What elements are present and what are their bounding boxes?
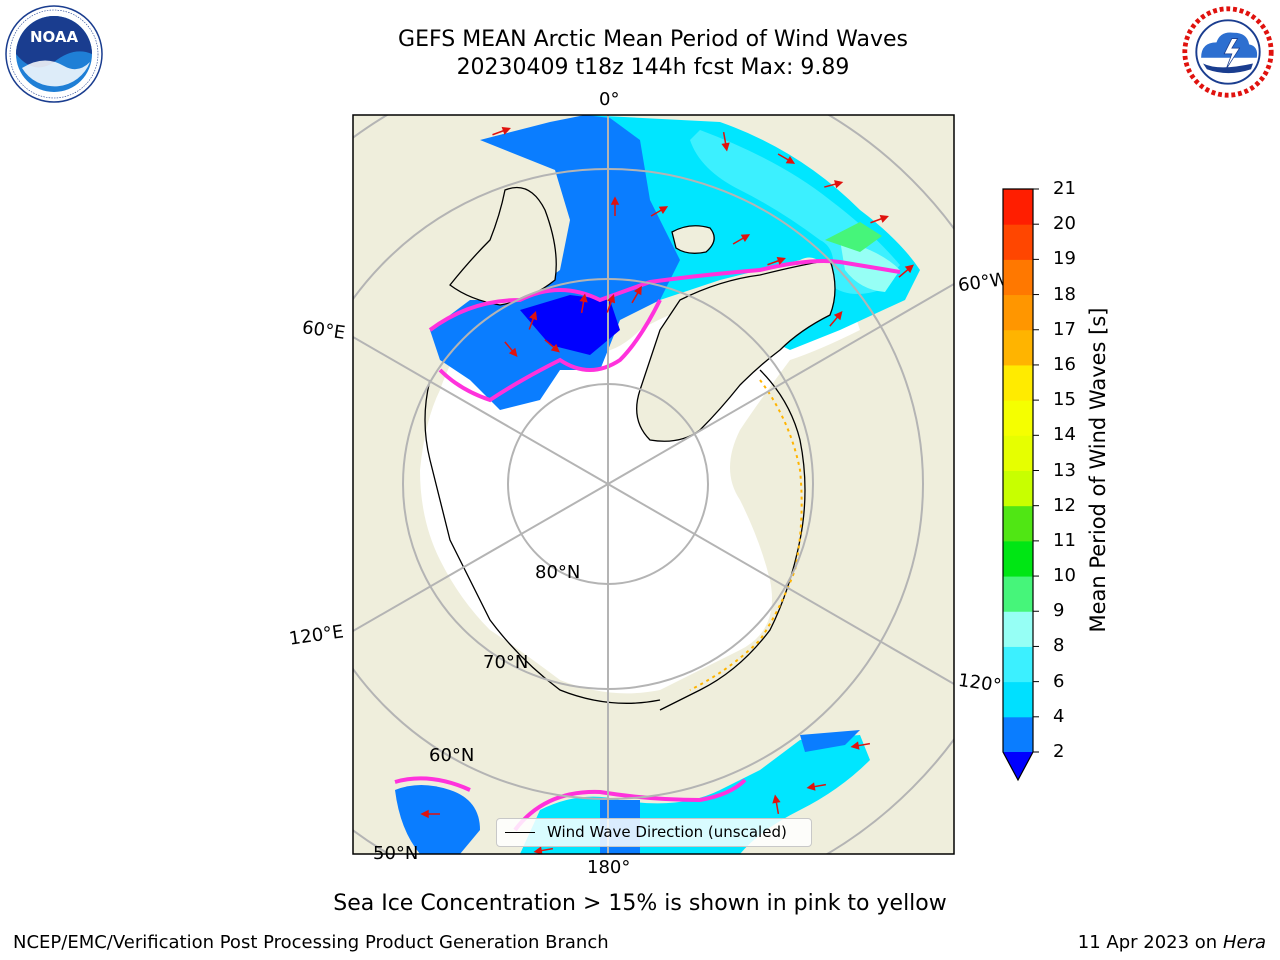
latitude-label: 80°N bbox=[535, 562, 581, 583]
colorbar-tick-label: 10 bbox=[1053, 565, 1076, 587]
colorbar-tick-label: 11 bbox=[1053, 529, 1076, 551]
colorbar-bin bbox=[1003, 189, 1033, 225]
wave-arrow bbox=[806, 782, 827, 791]
colorbar-bin bbox=[1003, 435, 1033, 471]
credit-date: 11 Apr 2023 on bbox=[1077, 932, 1218, 953]
okhotsk-wave-field bbox=[395, 785, 480, 854]
credit-right: 11 Apr 2023 on Hera bbox=[1078, 932, 1266, 953]
wave-arrow bbox=[544, 339, 560, 353]
colorbar-bin bbox=[1003, 646, 1033, 683]
colorbar-bin bbox=[1003, 294, 1033, 331]
colorbar-tick-label: 9 bbox=[1053, 600, 1065, 622]
colorbar-tick-label: 4 bbox=[1053, 705, 1065, 727]
colorbar-bin bbox=[1003, 540, 1033, 577]
legend-line-swatch bbox=[505, 832, 535, 833]
wave-arrow bbox=[850, 741, 871, 750]
latitude-label: 70°N bbox=[483, 652, 529, 673]
legend-label: Wind Wave Direction (unscaled) bbox=[547, 823, 787, 841]
colorbar-bin bbox=[1003, 400, 1033, 436]
colorbar-label: Mean Period of Wind Waves [s] bbox=[1086, 307, 1110, 633]
colorbar-tick-label: 18 bbox=[1053, 283, 1076, 305]
wave-arrow bbox=[504, 341, 518, 357]
wave-arrow bbox=[732, 234, 751, 245]
sea-ice-edge-pink bbox=[428, 259, 901, 403]
map-title: GEFS MEAN Arctic Mean Period of Wind Wav… bbox=[398, 27, 908, 52]
wave-arrow bbox=[870, 214, 889, 224]
wave-arrow bbox=[631, 285, 642, 304]
noaa-logo-icon: NOAA bbox=[5, 5, 103, 103]
iceland-land bbox=[671, 225, 715, 254]
colorbar-outline bbox=[1002, 188, 1034, 782]
sea-ice-caption: Sea Ice Concentration > 15% is shown in … bbox=[333, 891, 947, 916]
colorbar-tick-label: 12 bbox=[1053, 494, 1076, 516]
sea-ice-edge-orange bbox=[689, 379, 803, 691]
colorbar-tick-label: 16 bbox=[1053, 353, 1076, 375]
wave-arrow bbox=[829, 311, 843, 327]
atlantic-wave-field-cyan bbox=[585, 115, 920, 350]
colorbar-bin bbox=[1003, 576, 1033, 612]
map-frame bbox=[352, 114, 955, 855]
colorbar-bin bbox=[1003, 364, 1033, 401]
longitude-label: 0° bbox=[599, 89, 620, 110]
colorbar-tick-label: 14 bbox=[1053, 424, 1076, 446]
latitude-label: 50°N bbox=[373, 843, 419, 864]
wave-arrow bbox=[606, 294, 616, 313]
wave-arrow bbox=[579, 293, 588, 314]
colorbar-tick-label: 2 bbox=[1053, 741, 1065, 762]
colorbar-bin bbox=[1003, 716, 1033, 753]
longitude-label: 180° bbox=[587, 857, 631, 878]
barents-wave-field-deep bbox=[520, 295, 620, 355]
colorbar-bin bbox=[1003, 329, 1033, 366]
credit-left: NCEP/EMC/Verification Post Processing Pr… bbox=[13, 932, 609, 953]
map-subtitle: 20230409 t18z 144h fcst Max: 9.89 bbox=[456, 55, 850, 80]
wind-wave-arrows bbox=[420, 126, 914, 854]
wave-arrow bbox=[824, 180, 844, 189]
greenland-land bbox=[636, 259, 836, 442]
wave-arrow bbox=[772, 794, 781, 815]
wave-arrow bbox=[721, 131, 730, 152]
nws-logo-icon bbox=[1182, 6, 1274, 98]
wave-arrow bbox=[767, 256, 786, 266]
atlantic-wave-field-green bbox=[825, 222, 882, 252]
map-legend: Wind Wave Direction (unscaled) bbox=[496, 818, 812, 847]
wave-arrow bbox=[420, 809, 440, 819]
colorbar-tick-label: 13 bbox=[1053, 459, 1076, 481]
colorbar-bin bbox=[1003, 505, 1033, 542]
latitude-label: 60°N bbox=[429, 745, 475, 766]
colorbar-bin bbox=[1003, 470, 1033, 507]
wave-arrow bbox=[533, 846, 554, 854]
wave-arrow bbox=[777, 153, 796, 164]
colorbar-tick-label: 21 bbox=[1053, 178, 1076, 199]
colorbar-tick-label: 15 bbox=[1053, 389, 1076, 411]
colorbar-bin bbox=[1003, 259, 1033, 296]
colorbar-tick-label: 8 bbox=[1053, 635, 1065, 657]
wave-arrow bbox=[528, 311, 538, 330]
colorbar-tick-label: 19 bbox=[1053, 248, 1076, 270]
barents-wave-field-blue bbox=[430, 115, 680, 410]
colorbar-tick-label: 17 bbox=[1053, 318, 1076, 340]
colorbar-extend-min bbox=[1003, 752, 1033, 780]
wave-arrow bbox=[650, 206, 669, 217]
wave-arrow bbox=[610, 196, 620, 216]
colorbar-bin bbox=[1003, 224, 1033, 260]
colorbar-bin bbox=[1003, 681, 1033, 718]
colorbar-tick-label: 6 bbox=[1053, 670, 1065, 692]
siberia-coast bbox=[424, 379, 661, 704]
wave-arrow bbox=[898, 264, 914, 278]
wave-arrow bbox=[492, 126, 511, 136]
colorbar-tick-label: 20 bbox=[1053, 213, 1076, 235]
noaa-logo-text: NOAA bbox=[30, 28, 79, 46]
colorbar-bin bbox=[1003, 611, 1033, 647]
credit-host: Hera bbox=[1222, 932, 1266, 953]
graticule bbox=[353, 115, 954, 854]
scandinavia-land bbox=[449, 186, 557, 306]
